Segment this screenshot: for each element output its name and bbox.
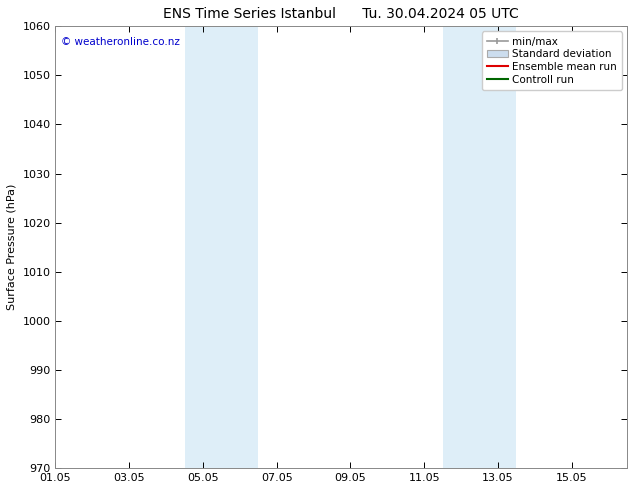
Title: ENS Time Series Istanbul      Tu. 30.04.2024 05 UTC: ENS Time Series Istanbul Tu. 30.04.2024 … [164, 7, 519, 21]
Text: © weatheronline.co.nz: © weatheronline.co.nz [61, 37, 180, 48]
Legend: min/max, Standard deviation, Ensemble mean run, Controll run: min/max, Standard deviation, Ensemble me… [482, 31, 622, 90]
Bar [443, 26, 517, 468]
Bar [184, 26, 258, 468]
Y-axis label: Surface Pressure (hPa): Surface Pressure (hPa) [7, 184, 17, 311]
